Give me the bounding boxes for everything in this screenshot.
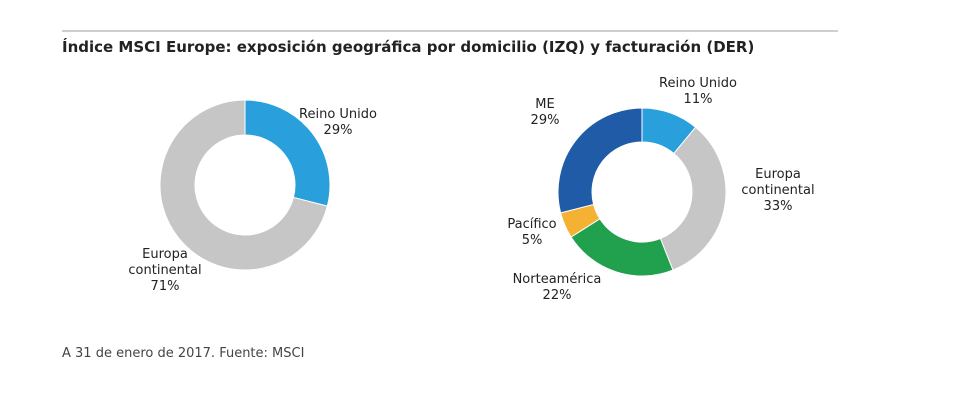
donut-1-label-3: Pacífico 5% [507,217,556,248]
donut-0-slice-0 [244,99,331,207]
source-note: A 31 de enero de 2017. Fuente: MSCI [62,346,305,361]
donut-0-label-0-line-1: 29% [324,123,353,138]
donut-1-label-4-line-1: 29% [531,113,560,128]
donut-1-slice-4 [557,107,643,214]
donut-0-slice-1 [159,99,328,271]
donut-0-label-1-line-0: Europa [142,247,188,262]
donut-1-label-3-line-1: 5% [522,233,543,248]
donut-0-label-1-line-1: continental [128,263,201,278]
donut-1-slice-1 [659,126,727,271]
chart-title: Índice MSCI Europe: exposición geográfic… [62,38,755,56]
donut-1-label-4-line-0: ME [535,97,554,112]
donut-1-label-1-line-0: Europa [755,167,801,182]
donut-0-label-0-line-0: Reino Unido [299,107,377,122]
donut-1-label-4: ME 29% [531,97,560,128]
donut-1-label-0: Reino Unido 11% [659,76,737,107]
donut-0-label-1: Europa continental 71% [128,247,201,294]
donut-0-label-1-line-2: 71% [151,279,180,294]
top-rule [62,30,838,32]
donut-1-label-1: Europa continental 33% [741,167,814,214]
donut-1-label-0-line-1: 11% [684,92,713,107]
donut-1-label-1-line-2: 33% [764,199,793,214]
donut-1-label-0-line-0: Reino Unido [659,76,737,91]
donut-1-label-2-line-0: Norteamérica [513,272,602,287]
donut-0-label-0: Reino Unido 29% [299,107,377,138]
donut-1-label-2: Norteamérica 22% [513,272,602,303]
donut-1-label-2-line-1: 22% [543,288,572,303]
donut-1-label-1-line-1: continental [741,183,814,198]
donut-1-label-3-line-0: Pacífico [507,217,556,232]
